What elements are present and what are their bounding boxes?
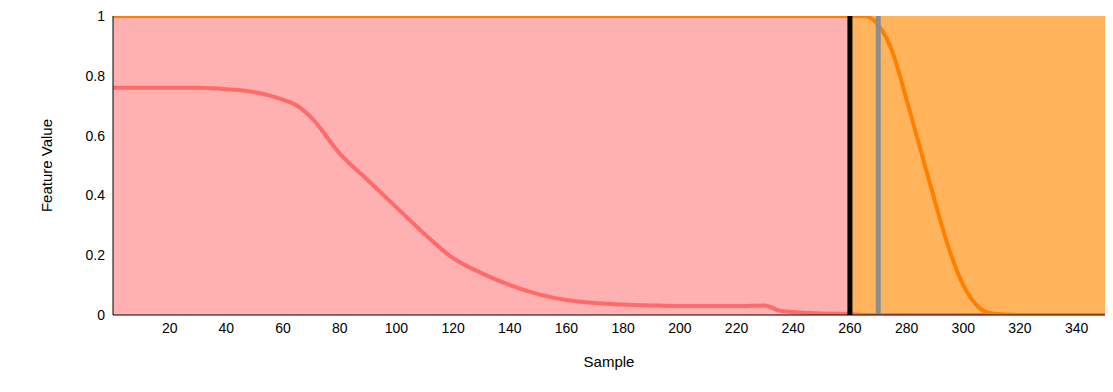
svg-text:180: 180 — [611, 320, 635, 336]
svg-text:80: 80 — [332, 320, 348, 336]
svg-text:0.4: 0.4 — [86, 187, 106, 203]
svg-text:20: 20 — [162, 320, 178, 336]
svg-text:0.2: 0.2 — [86, 247, 106, 263]
svg-text:240: 240 — [782, 320, 806, 336]
svg-text:0.8: 0.8 — [86, 68, 106, 84]
svg-text:Sample: Sample — [584, 353, 635, 370]
svg-text:0.6: 0.6 — [86, 128, 106, 144]
svg-text:Feature Value: Feature Value — [38, 119, 55, 212]
svg-text:200: 200 — [668, 320, 692, 336]
svg-text:60: 60 — [275, 320, 291, 336]
svg-text:40: 40 — [219, 320, 235, 336]
svg-text:1: 1 — [97, 8, 105, 24]
svg-text:320: 320 — [1008, 320, 1032, 336]
svg-text:100: 100 — [385, 320, 409, 336]
svg-text:120: 120 — [441, 320, 465, 336]
svg-text:280: 280 — [895, 320, 919, 336]
svg-text:220: 220 — [725, 320, 749, 336]
svg-text:340: 340 — [1065, 320, 1089, 336]
svg-text:160: 160 — [555, 320, 579, 336]
svg-text:260: 260 — [838, 320, 862, 336]
svg-text:140: 140 — [498, 320, 522, 336]
svg-text:0: 0 — [97, 307, 105, 323]
svg-text:300: 300 — [952, 320, 976, 336]
